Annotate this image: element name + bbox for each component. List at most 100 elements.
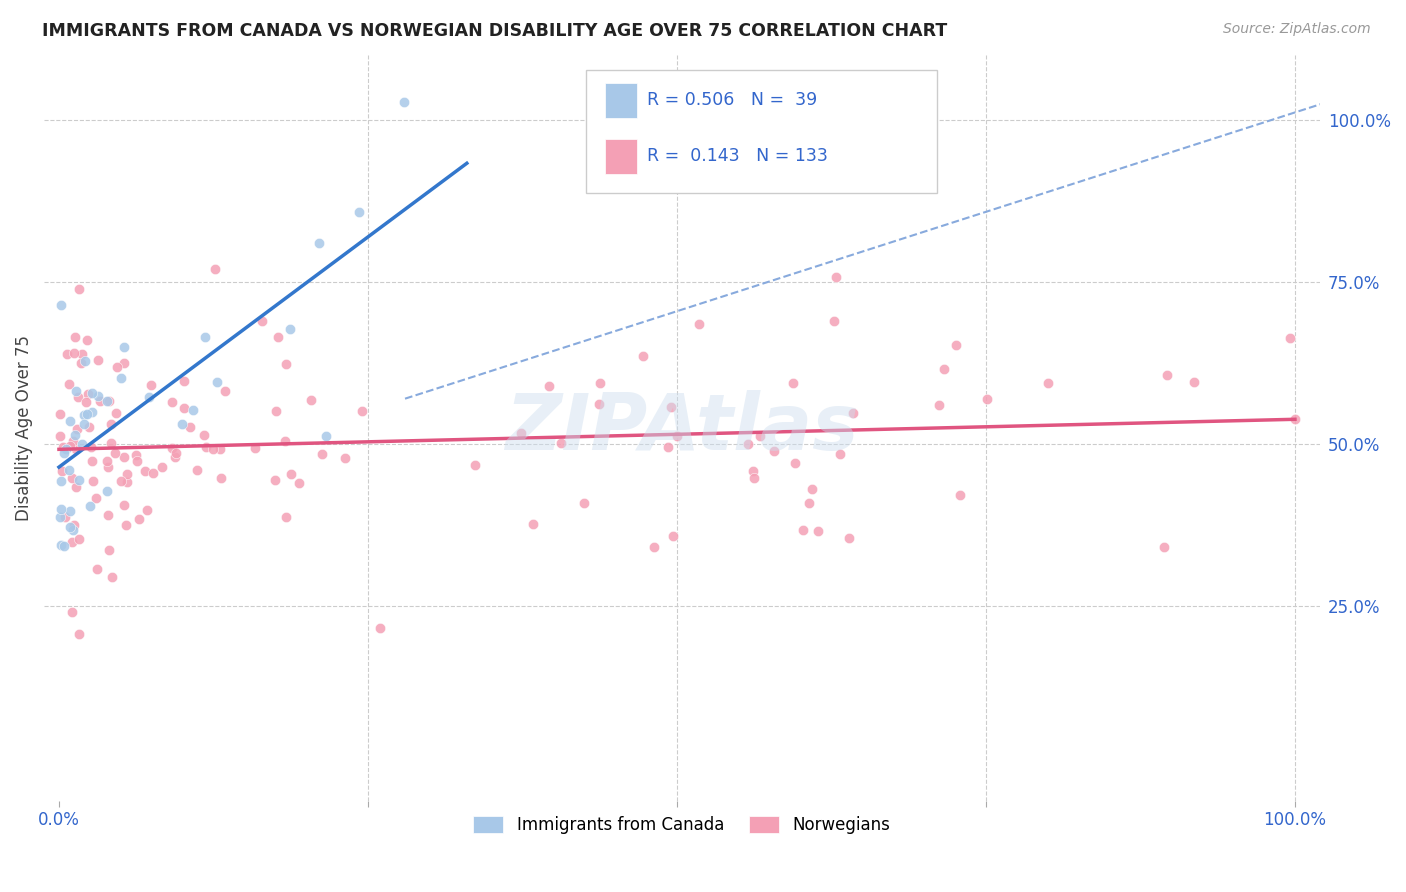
Point (509, 425, 531, 440)
Point (792, 524, 814, 538)
Point (842, 406, 865, 420)
Point (98, 394, 121, 409)
Point (67, 390, 90, 404)
Point (79, 499, 101, 513)
Point (75, 353, 97, 368)
Text: ZIPAtlas: ZIPAtlas (505, 390, 859, 466)
Point (63, 330, 86, 344)
Point (243, 441, 266, 455)
Point (742, 471, 765, 485)
Point (67, 282, 90, 296)
Point (588, 397, 610, 411)
Point (82, 474, 104, 488)
Point (162, 441, 184, 455)
Point (165, 450, 187, 464)
Point (550, 435, 572, 450)
Point (97, 460, 120, 475)
Point (194, 330, 217, 344)
Point (643, 540, 665, 554)
Point (193, 427, 215, 442)
Point (67, 473, 90, 487)
Point (1278, 331, 1301, 345)
Point (1182, 375, 1205, 389)
Point (657, 440, 679, 454)
Point (115, 475, 138, 489)
Legend: Immigrants from Canada, Norwegians: Immigrants from Canada, Norwegians (467, 809, 897, 840)
Point (763, 444, 786, 458)
Point (49, 509, 72, 524)
Point (280, 467, 302, 481)
Point (62, 523, 84, 537)
Point (274, 509, 297, 524)
Point (63, 346, 86, 360)
Point (976, 392, 998, 406)
Point (194, 440, 217, 454)
Point (89, 394, 111, 409)
Point (666, 429, 689, 443)
Point (52, 446, 75, 460)
Point (67, 532, 90, 546)
Point (76, 407, 98, 421)
Point (825, 269, 848, 284)
Point (76, 333, 98, 347)
Point (114, 518, 136, 533)
Point (59, 520, 82, 534)
Point (333, 451, 356, 466)
Point (274, 434, 297, 449)
Point (96, 393, 118, 408)
Point (110, 474, 132, 488)
Point (51, 464, 73, 478)
Point (112, 450, 135, 464)
Point (160, 395, 183, 409)
Point (150, 460, 173, 475)
Point (464, 458, 486, 472)
Point (589, 376, 612, 390)
Point (136, 503, 159, 517)
Point (58, 463, 80, 477)
Point (278, 321, 301, 335)
Point (80, 386, 103, 401)
Point (945, 337, 967, 351)
Point (77, 387, 100, 401)
Text: IMMIGRANTS FROM CANADA VS NORWEGIAN DISABILITY AGE OVER 75 CORRELATION CHART: IMMIGRANTS FROM CANADA VS NORWEGIAN DISA… (42, 22, 948, 40)
Text: Source: ZipAtlas.com: Source: ZipAtlas.com (1223, 22, 1371, 37)
Point (368, 621, 391, 635)
Point (688, 318, 710, 332)
Point (742, 464, 765, 478)
Point (49, 502, 72, 516)
Point (73, 409, 96, 423)
Point (125, 454, 148, 468)
Point (394, 95, 416, 110)
Point (67, 627, 90, 641)
Point (55, 509, 77, 524)
Point (538, 378, 561, 392)
Point (60, 535, 83, 549)
Y-axis label: Disability Age Over 75: Disability Age Over 75 (15, 334, 32, 521)
Text: R = 0.506   N =  39: R = 0.506 N = 39 (647, 91, 818, 109)
Point (72, 347, 94, 361)
Point (72, 436, 94, 450)
Point (263, 473, 285, 487)
Point (97, 508, 120, 522)
Point (104, 445, 127, 459)
Point (299, 392, 322, 407)
Point (49, 429, 72, 443)
Point (932, 362, 955, 376)
Point (209, 471, 232, 485)
Point (267, 330, 290, 344)
Point (749, 429, 772, 443)
Point (785, 456, 807, 470)
Point (142, 466, 165, 480)
Point (928, 398, 950, 412)
Point (186, 463, 208, 477)
Point (124, 449, 146, 463)
Point (311, 447, 333, 461)
Point (201, 442, 224, 456)
Point (49, 538, 72, 552)
Point (79, 440, 101, 454)
Point (73, 417, 96, 432)
Point (252, 314, 274, 328)
Point (139, 378, 162, 392)
Point (315, 429, 337, 443)
Point (308, 235, 330, 250)
